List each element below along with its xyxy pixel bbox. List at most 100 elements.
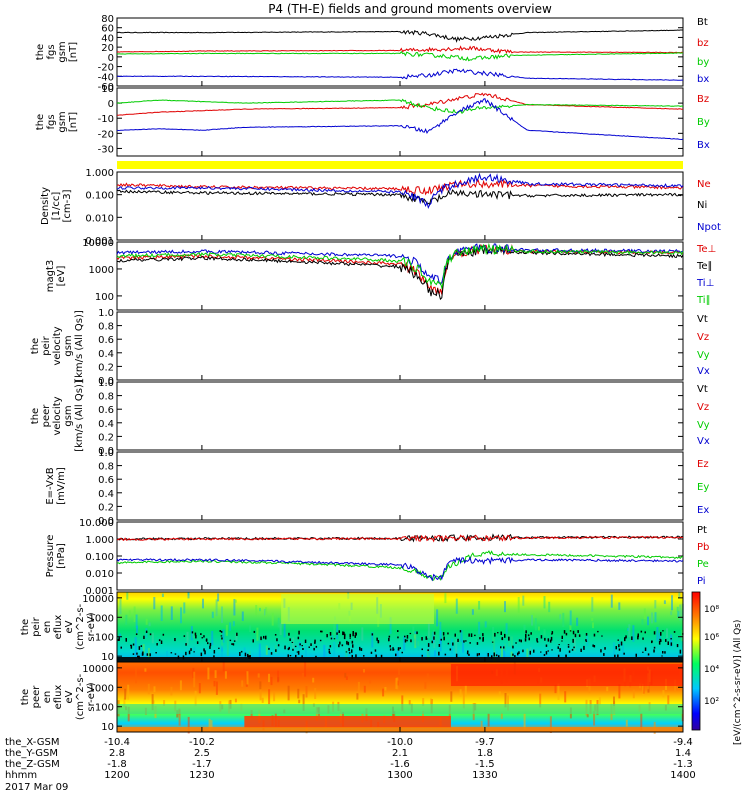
spectrogram-texture [534,618,537,631]
spectrogram-speckle [617,654,619,658]
spectrogram-speckle [363,655,365,657]
spectrogram-texture [679,604,682,621]
panel-frame [116,381,684,451]
y-axis-label: Density [40,187,51,225]
y-axis-label: peer [31,685,42,709]
spectrogram-texture [333,641,336,656]
spectrogram-speckle [536,641,539,643]
spectrogram-speckle [518,639,521,642]
spectrogram-texture [434,650,437,657]
spectrogram-speckle [454,633,456,637]
spectrogram-speckle [404,639,407,643]
spectrogram-texture [187,716,190,734]
spectrogram-speckle [244,652,247,657]
spectrogram-speckle [299,643,301,646]
spectrogram-speckle [503,646,505,649]
y-axis-label: (cm^2-s- [75,673,86,720]
spectrogram-speckle [221,637,223,640]
spectrogram-speckle [298,630,300,635]
spectrogram-speckle [495,654,498,657]
series-line-Pi [116,556,684,582]
spectrogram-texture [148,622,151,627]
y-tick-label: 100 [95,633,114,644]
spectrogram-texture [414,633,417,648]
spectrogram-texture [152,700,155,704]
spectrogram-texture [517,597,520,613]
spectrogram-texture [192,631,195,639]
spectrogram-speckle [427,643,430,647]
spectrogram-texture [382,688,385,697]
spectrogram-speckle [406,635,409,639]
plot-title: P4 (TH-E) fields and ground moments over… [268,2,552,16]
panel-peer_eflux: 10000 1000 100 10 the peer en eflux eV (cm^2-s-sr… [20,661,684,734]
legend-entry: Vy [697,350,710,361]
spectrogram-speckle [352,631,354,634]
panel-frame [116,521,684,591]
spectrogram-texture [428,642,431,656]
spectrogram-speckle [274,634,277,636]
spectrogram-speckle [567,644,570,646]
spectrogram-speckle [359,646,361,651]
spectrogram-texture [564,691,567,703]
spectrogram-texture [663,600,666,604]
spectrogram-speckle [640,630,643,633]
spectrogram-texture [658,633,661,640]
spectrogram-texture [234,698,237,703]
spectrogram-texture [163,700,166,706]
legend-entry: Pb [697,542,709,553]
spectrogram-speckle [232,643,235,646]
spectrogram-speckle [277,644,280,647]
legend-entry: Ez [697,459,709,470]
spectrogram-speckle [549,639,552,643]
spectrogram-speckle [392,648,395,651]
spectrogram-speckle [342,631,344,636]
spectrogram-speckle [200,652,203,657]
spectrogram-speckle [625,635,627,639]
spectrogram-texture [134,640,137,657]
spectrogram-speckle [132,643,135,646]
spectrogram-speckle [444,653,447,656]
y-tick-label: -20 [98,63,114,74]
spectrogram-texture [670,634,673,647]
spectrogram-speckle [380,654,383,658]
spectrogram-speckle [528,637,530,641]
spectrogram-texture [523,624,526,632]
spectrogram-speckle [603,653,605,656]
spectrogram-texture [194,690,197,707]
spectrogram-texture [259,686,262,701]
spectrogram-speckle [270,652,273,655]
spectrogram-texture [241,680,244,687]
y-axis-label: fgs [46,114,57,129]
spectrogram-texture [510,636,513,648]
spectrogram-speckle [231,643,233,645]
x-tick-value-hhmm: 1400 [670,770,695,781]
y-axis-label: [cm-3] [62,189,73,222]
y-tick-label: 1000 [89,613,114,624]
spectrogram-texture [124,688,127,700]
spectrogram-texture [642,678,645,694]
y-axis-label: en [42,691,53,704]
spectrogram-speckle [174,638,176,642]
panel-efield: 1.0 0.8 0.6 0.4 0.2 0.0 E=-VxB [mV/m] Ez Ey Ex [45,448,709,527]
colorbar-tick: 10⁸ [704,605,719,615]
spectrogram-texture [369,679,372,684]
legend-entry: Ti∥ [696,295,711,306]
y-axis-label: peer [41,404,52,428]
spectrogram-speckle [597,630,599,633]
spectrogram-speckle [219,630,221,632]
spectrogram-texture [543,596,546,609]
spectrogram-texture [492,626,495,644]
spectrogram-texture [271,612,274,626]
spectrogram-texture [224,671,227,679]
y-axis-label: the [30,408,41,424]
y-tick-label: 10 [101,652,114,663]
spectrogram-texture [170,686,173,696]
spectrogram-speckle [551,649,553,651]
y-axis-label: gsm [57,111,68,132]
spectrogram-speckle [618,648,621,651]
x-tick-value-z_gsm: -1.3 [673,759,693,770]
y-tick-label: 1.0 [98,378,114,389]
spectrogram-speckle [670,642,673,646]
spectrogram-texture [198,683,201,694]
x-row-label: the_Z-GSM [5,759,60,770]
